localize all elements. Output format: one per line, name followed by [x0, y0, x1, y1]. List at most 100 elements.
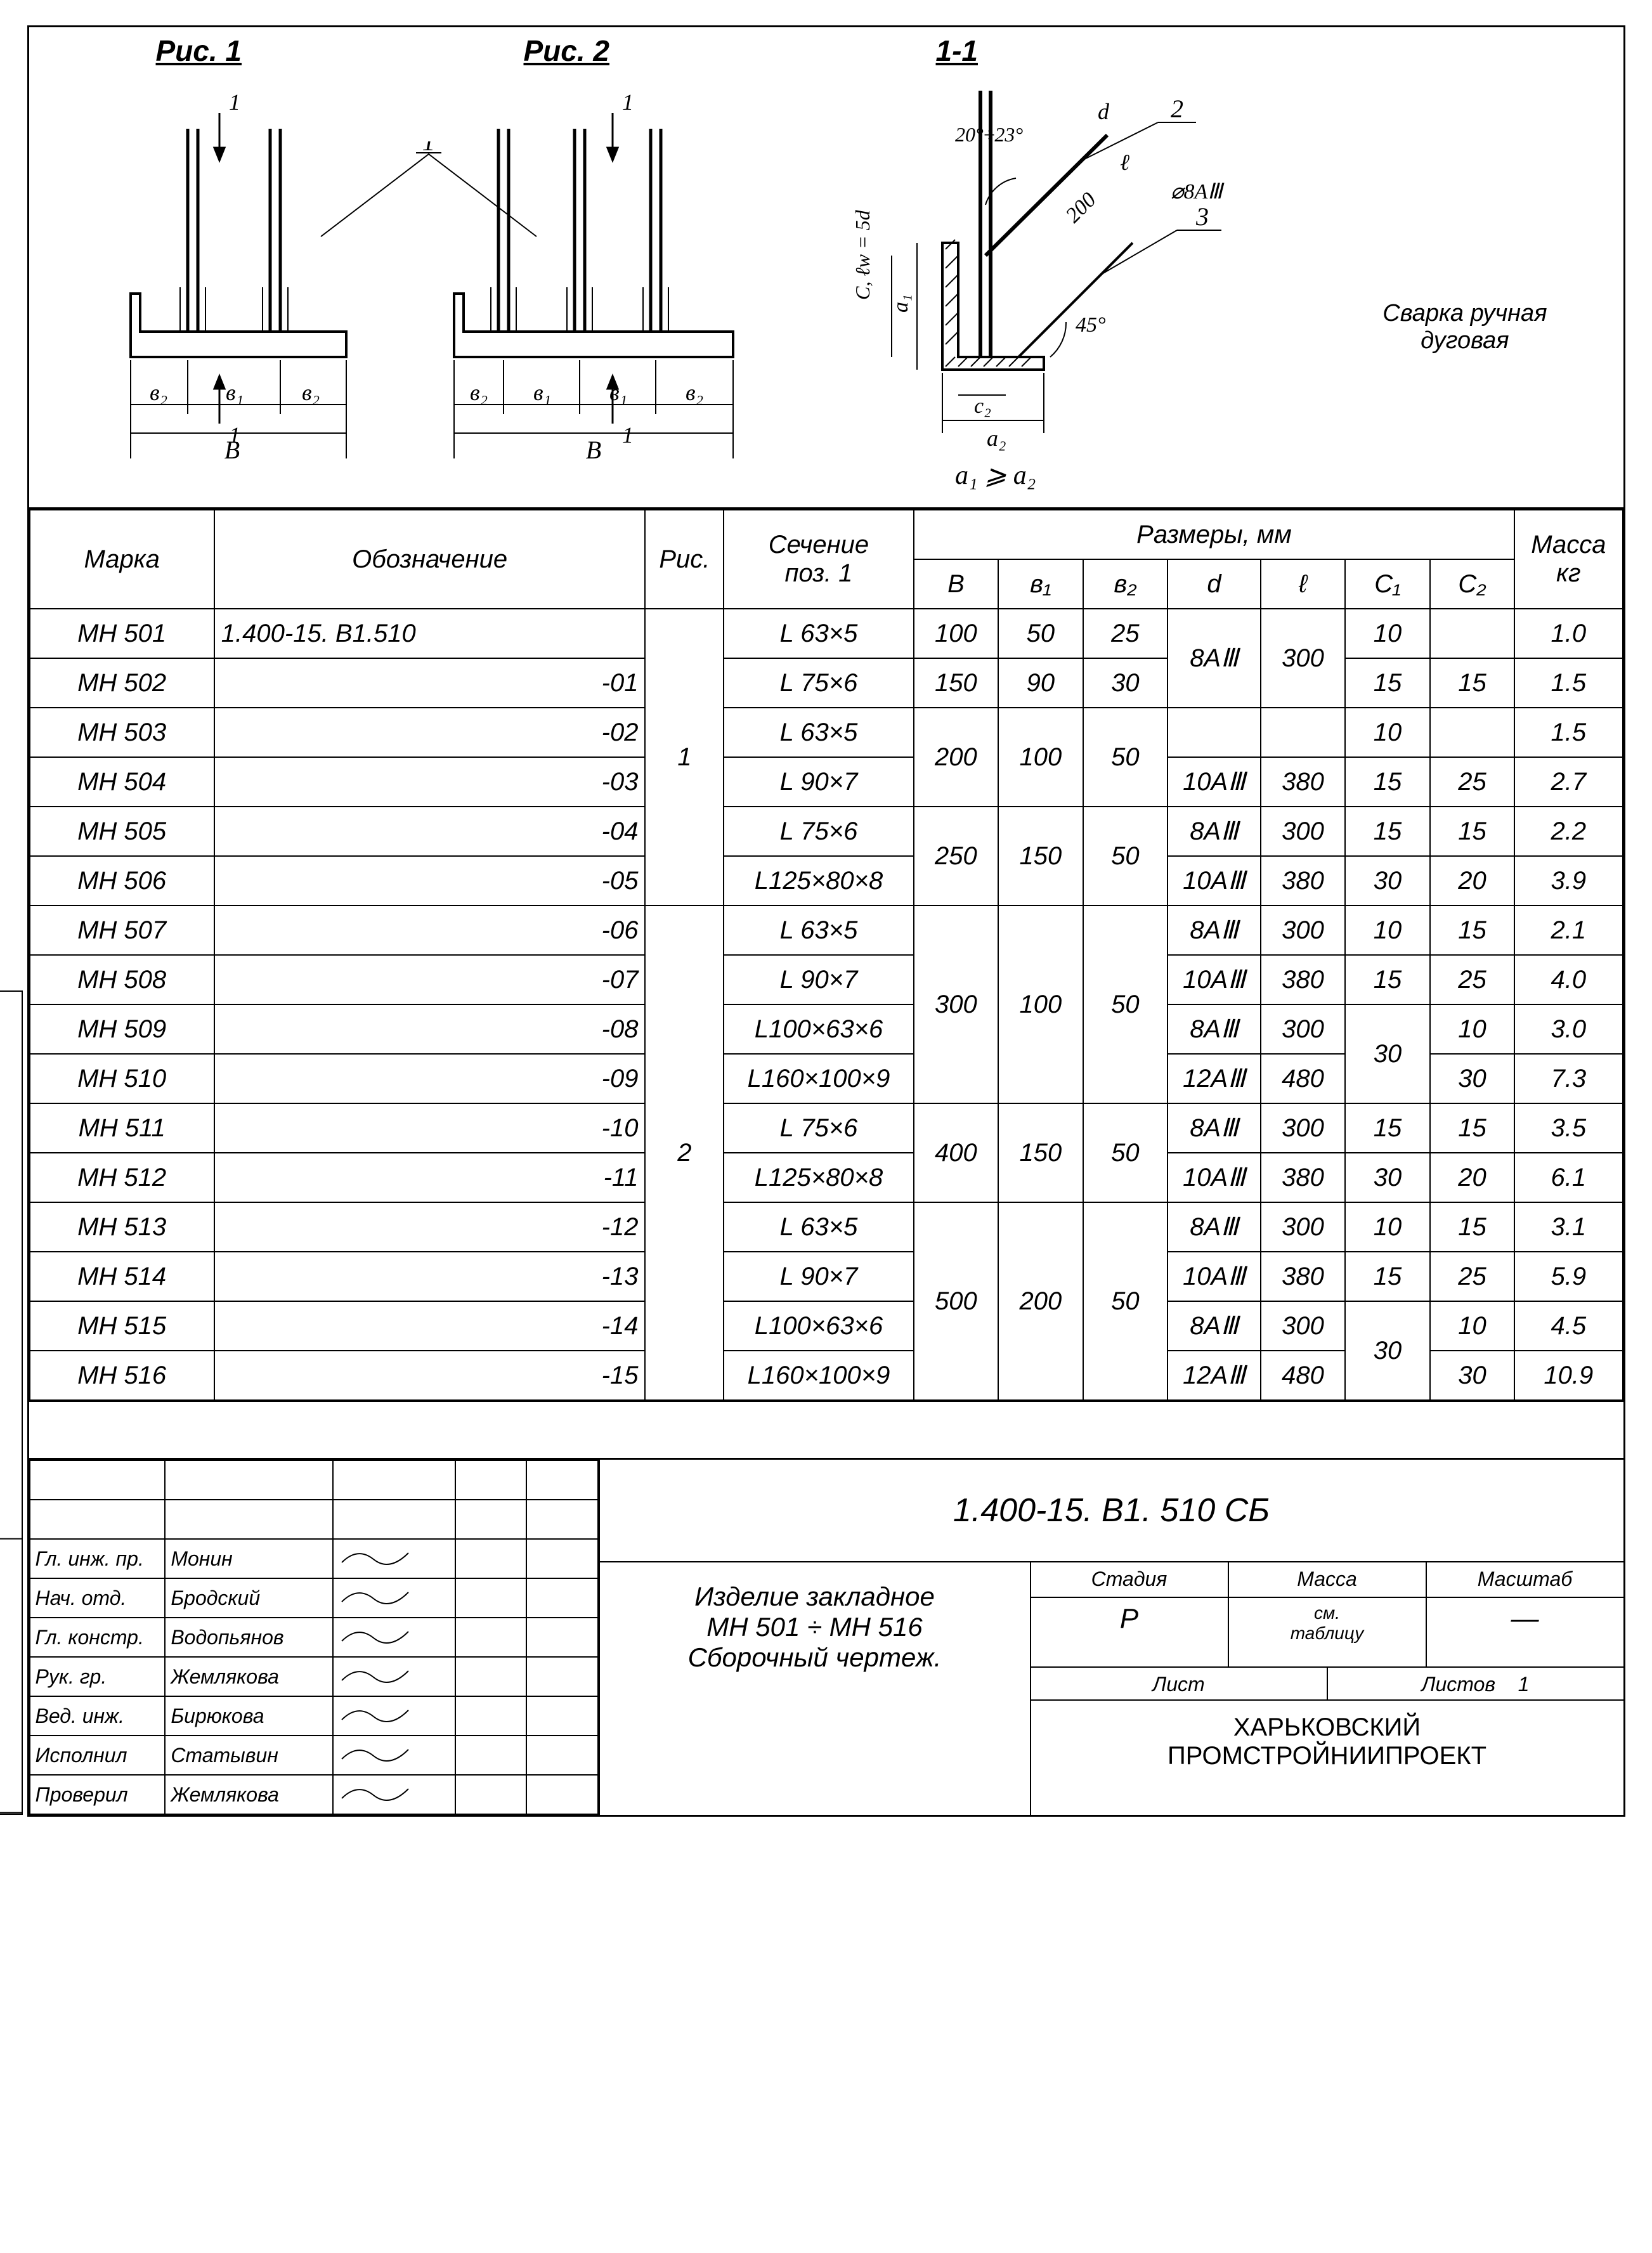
signature-row: Гл. инж. пр. Монин	[30, 1539, 598, 1578]
signature-row: Вед. инж. Бирюкова	[30, 1696, 598, 1736]
cell-oboz: -03	[214, 757, 646, 807]
cell-marka: МН 508	[30, 955, 214, 1004]
side-cell: Взам. инв. №	[0, 992, 22, 1265]
cell-l_top: 380	[1261, 955, 1346, 1004]
cell-oboz: -13	[214, 1252, 646, 1301]
cell-b2: 25	[1083, 609, 1168, 658]
th-marka: Марка	[30, 510, 214, 609]
cell-B: 300	[914, 906, 999, 1103]
signature-row: Гл. констр. Водопьянов	[30, 1618, 598, 1657]
cell-mass: 1.5	[1514, 658, 1622, 708]
sig-sign	[333, 1696, 455, 1736]
cell-oboz: -10	[214, 1103, 646, 1153]
cell-marka: МН 505	[30, 807, 214, 856]
th-l: ℓ	[1261, 559, 1346, 609]
cell-b2: 50	[1083, 906, 1168, 1103]
table-row: МН 512-11L125×80×810AⅢ38030206.1	[30, 1153, 1623, 1202]
massa-value: см. таблицу	[1229, 1598, 1427, 1666]
cell-c1: 15	[1345, 807, 1430, 856]
svg-text:1: 1	[622, 89, 634, 115]
sig-role: Рук. гр.	[30, 1657, 166, 1696]
cell-c2: 30	[1430, 1351, 1515, 1400]
cell-l_top: 300	[1261, 807, 1346, 856]
cell-B: 250	[914, 807, 999, 906]
cell-d_top: 10AⅢ	[1167, 757, 1261, 807]
table-row: МН 506-05L125×80×810AⅢ38030203.9	[30, 856, 1623, 906]
sig-name: Бирюкова	[165, 1696, 333, 1736]
cell-mass: 4.0	[1514, 955, 1622, 1004]
th-oboz: Обозначение	[214, 510, 646, 609]
cell-sech: L 75×6	[724, 1103, 913, 1153]
cell-b1: 100	[998, 906, 1083, 1103]
svg-text:200: 200	[1061, 188, 1100, 227]
side-cell: Инв.№ подл.	[0, 1539, 22, 1814]
cell-c2: 15	[1430, 658, 1515, 708]
cell-sech: L100×63×6	[724, 1301, 913, 1351]
cell-l_top: 380	[1261, 1252, 1346, 1301]
cell-B: 150	[914, 658, 999, 708]
table-row: МН 505-04L 75×6250150508AⅢ30015152.2	[30, 807, 1623, 856]
cell-b1: 100	[998, 708, 1083, 807]
svg-text:a₂: a₂	[987, 425, 1006, 451]
svg-text:в₁: в₁	[533, 380, 551, 405]
cell-mass: 7.3	[1514, 1054, 1622, 1103]
cell-B: 400	[914, 1103, 999, 1202]
svg-text:в₂: в₂	[150, 380, 167, 405]
svg-text:В: В	[585, 436, 601, 464]
sig-name: Жемлякова	[165, 1657, 333, 1696]
cell-c2: 20	[1430, 856, 1515, 906]
signatures-block: Гл. инж. пр. Монин Нач. отд. Бродский Гл…	[29, 1460, 600, 1815]
fig2-label: Рис. 2	[524, 34, 610, 68]
cell-sech: L160×100×9	[724, 1054, 913, 1103]
cell-b1: 150	[998, 1103, 1083, 1202]
cell-d_top: 8AⅢ	[1167, 609, 1261, 708]
th-b1: в₁	[998, 559, 1083, 609]
sig-date	[455, 1775, 526, 1814]
stadia-value: Р	[1031, 1598, 1229, 1666]
sig-sign	[333, 1578, 455, 1618]
svg-text:a₁: a₁	[889, 294, 913, 313]
signature-row: Проверил Жемлякова	[30, 1775, 598, 1814]
cell-c2: 25	[1430, 1252, 1515, 1301]
sig-name: Статывин	[165, 1736, 333, 1775]
cell-d_top: 10AⅢ	[1167, 1252, 1261, 1301]
sig-role: Гл. констр.	[30, 1618, 166, 1657]
cell-sech: L125×80×8	[724, 856, 913, 906]
section-svg: 2 3 ⌀8AⅢ 20°÷23° 45° 200 d ℓ C, ℓw = 5d …	[816, 65, 1298, 497]
section-label: 1-1	[936, 34, 978, 68]
cell-mass: 3.9	[1514, 856, 1622, 906]
cell-sech: L 63×5	[724, 708, 913, 757]
cell-b1: 90	[998, 658, 1083, 708]
svg-text:в₂: в₂	[686, 380, 703, 405]
svg-text:1: 1	[422, 141, 435, 157]
drawing-code: 1.400-15. В1. 510 СБ	[600, 1460, 1623, 1562]
cell-oboz: 1.400-15. В1.510	[214, 609, 646, 658]
table-row: МН 507-062L 63×5300100508AⅢ30010152.1	[30, 906, 1623, 955]
cell-oboz: -09	[214, 1054, 646, 1103]
cell-c2: 15	[1430, 906, 1515, 955]
th-ris: Рис.	[645, 510, 724, 609]
cell-c2: 15	[1430, 1202, 1515, 1252]
cell-c1: 10	[1345, 609, 1430, 658]
cell-c2: 25	[1430, 757, 1515, 807]
figures-area: Рис. 1 Рис. 2 1-1 Сварка ручная дуговая	[29, 27, 1623, 509]
sig-name: Водопьянов	[165, 1618, 333, 1657]
cell-mass: 5.9	[1514, 1252, 1622, 1301]
cell-oboz: -11	[214, 1153, 646, 1202]
cell-oboz: -06	[214, 906, 646, 955]
cell-c1: 10	[1345, 1202, 1430, 1252]
svg-text:a₁ ⩾ a₂: a₁ ⩾ a₂	[955, 461, 1036, 490]
cell-c2	[1430, 609, 1515, 658]
th-razm: Размеры, мм	[914, 510, 1515, 559]
side-strip: Взам. инв. № Подпись и дата Инв.№ подл.	[0, 990, 23, 1815]
cell-sech: L 75×6	[724, 807, 913, 856]
signature-row: Исполнил Статывин	[30, 1736, 598, 1775]
cell-c2: 25	[1430, 955, 1515, 1004]
sig-date	[455, 1578, 526, 1618]
mashtab-header: Масштаб	[1427, 1562, 1623, 1597]
table-row: МН 514-13L 90×710AⅢ38015255.9	[30, 1252, 1623, 1301]
cell-b1: 150	[998, 807, 1083, 906]
fig1-label: Рис. 1	[156, 34, 242, 68]
cell-marka: МН 501	[30, 609, 214, 658]
cell-marka: МН 509	[30, 1004, 214, 1054]
